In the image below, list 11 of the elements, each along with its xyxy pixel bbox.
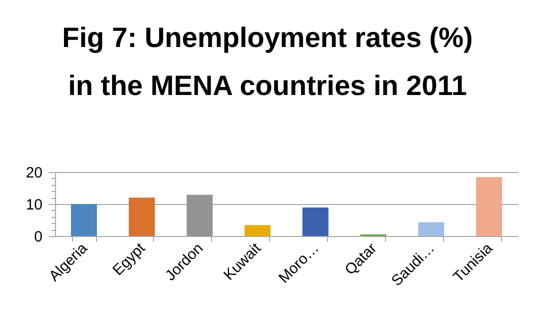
y-tick-label: 0	[34, 228, 42, 246]
bar	[302, 208, 328, 236]
y-tick-label: 20	[26, 164, 42, 182]
bar	[418, 222, 444, 236]
y-tick-label: 10	[26, 196, 42, 214]
chart-title: Fig 7: Unemployment rates (%) in the MENA countries in 2011	[61, 21, 474, 103]
bar	[186, 194, 213, 236]
bar	[476, 177, 502, 236]
bar	[70, 204, 97, 236]
bar	[244, 225, 271, 236]
bar	[128, 198, 155, 236]
